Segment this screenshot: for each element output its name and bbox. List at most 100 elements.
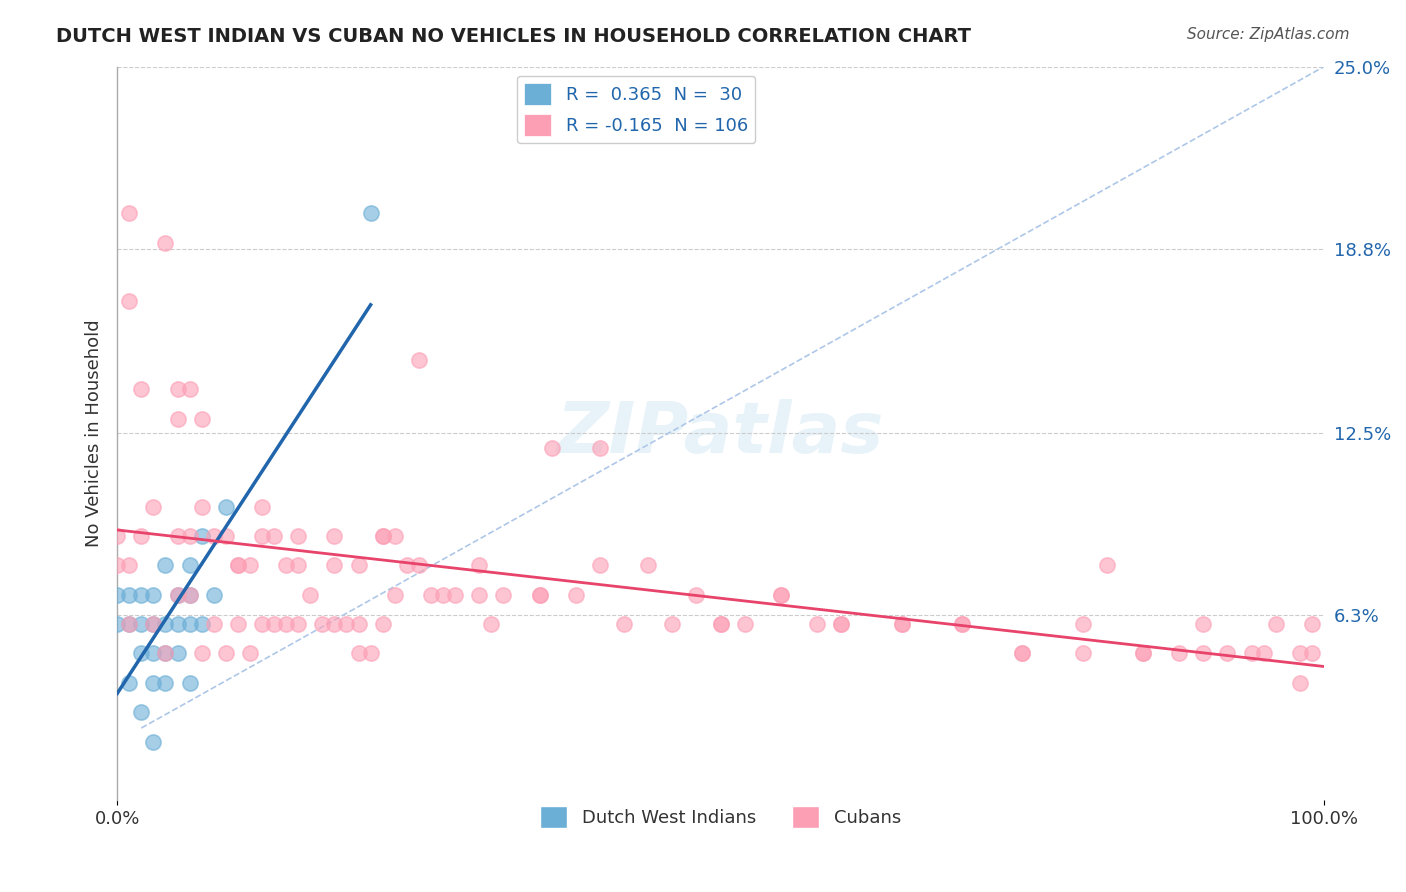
Point bbox=[371, 529, 394, 543]
Point bbox=[1071, 647, 1094, 661]
Point bbox=[1301, 617, 1323, 632]
Point bbox=[155, 558, 177, 573]
Point bbox=[142, 734, 165, 748]
Point bbox=[1192, 647, 1215, 661]
Point bbox=[890, 617, 912, 632]
Point bbox=[202, 617, 225, 632]
Point bbox=[323, 617, 346, 632]
Point bbox=[335, 617, 357, 632]
Point bbox=[166, 411, 188, 425]
Point bbox=[950, 617, 973, 632]
Point bbox=[239, 647, 262, 661]
Point bbox=[890, 617, 912, 632]
Point bbox=[179, 676, 201, 690]
Point bbox=[142, 617, 165, 632]
Point bbox=[131, 588, 153, 602]
Point bbox=[276, 617, 298, 632]
Point bbox=[190, 529, 212, 543]
Point bbox=[444, 588, 467, 602]
Point bbox=[661, 617, 683, 632]
Point bbox=[142, 647, 165, 661]
Point bbox=[420, 588, 443, 602]
Point bbox=[190, 411, 212, 425]
Point bbox=[263, 529, 285, 543]
Point bbox=[226, 558, 249, 573]
Point bbox=[226, 617, 249, 632]
Point bbox=[155, 647, 177, 661]
Point bbox=[250, 529, 273, 543]
Point bbox=[769, 588, 792, 602]
Point bbox=[384, 529, 406, 543]
Point bbox=[142, 617, 165, 632]
Point bbox=[769, 588, 792, 602]
Point bbox=[179, 558, 201, 573]
Point bbox=[131, 617, 153, 632]
Point bbox=[166, 529, 188, 543]
Point bbox=[215, 500, 238, 514]
Point bbox=[287, 617, 309, 632]
Point bbox=[166, 588, 188, 602]
Text: DUTCH WEST INDIAN VS CUBAN NO VEHICLES IN HOUSEHOLD CORRELATION CHART: DUTCH WEST INDIAN VS CUBAN NO VEHICLES I… bbox=[56, 27, 972, 45]
Point bbox=[131, 529, 153, 543]
Point bbox=[468, 558, 491, 573]
Point bbox=[131, 705, 153, 719]
Point bbox=[950, 617, 973, 632]
Point bbox=[166, 383, 188, 397]
Text: ZIPatlas: ZIPatlas bbox=[557, 399, 884, 468]
Point bbox=[118, 676, 141, 690]
Point bbox=[263, 617, 285, 632]
Point bbox=[155, 235, 177, 250]
Point bbox=[360, 647, 382, 661]
Point bbox=[1071, 617, 1094, 632]
Legend: Dutch West Indians, Cubans: Dutch West Indians, Cubans bbox=[533, 798, 908, 835]
Point bbox=[1264, 617, 1286, 632]
Point bbox=[613, 617, 636, 632]
Point bbox=[190, 647, 212, 661]
Point bbox=[118, 294, 141, 309]
Point bbox=[529, 588, 551, 602]
Point bbox=[384, 588, 406, 602]
Point bbox=[806, 617, 828, 632]
Point bbox=[226, 558, 249, 573]
Point bbox=[105, 588, 128, 602]
Point bbox=[540, 441, 562, 455]
Point bbox=[179, 588, 201, 602]
Point bbox=[287, 558, 309, 573]
Point bbox=[347, 558, 370, 573]
Point bbox=[142, 588, 165, 602]
Point bbox=[118, 617, 141, 632]
Point bbox=[142, 500, 165, 514]
Point bbox=[190, 500, 212, 514]
Point bbox=[105, 558, 128, 573]
Point bbox=[311, 617, 333, 632]
Point bbox=[155, 647, 177, 661]
Point bbox=[1289, 647, 1312, 661]
Point bbox=[1192, 617, 1215, 632]
Point bbox=[166, 647, 188, 661]
Point bbox=[589, 441, 612, 455]
Text: Source: ZipAtlas.com: Source: ZipAtlas.com bbox=[1187, 27, 1350, 42]
Point bbox=[166, 588, 188, 602]
Point bbox=[1132, 647, 1154, 661]
Point bbox=[323, 558, 346, 573]
Point bbox=[179, 383, 201, 397]
Point bbox=[142, 676, 165, 690]
Point bbox=[179, 617, 201, 632]
Point bbox=[190, 617, 212, 632]
Point bbox=[565, 588, 588, 602]
Point bbox=[408, 353, 430, 368]
Point bbox=[830, 617, 852, 632]
Point bbox=[734, 617, 756, 632]
Point bbox=[395, 558, 418, 573]
Point bbox=[239, 558, 262, 573]
Point bbox=[131, 383, 153, 397]
Point bbox=[347, 647, 370, 661]
Point bbox=[323, 529, 346, 543]
Point bbox=[1011, 647, 1033, 661]
Point bbox=[118, 617, 141, 632]
Point bbox=[371, 529, 394, 543]
Point bbox=[1289, 676, 1312, 690]
Point bbox=[1240, 647, 1263, 661]
Point bbox=[492, 588, 515, 602]
Point bbox=[637, 558, 659, 573]
